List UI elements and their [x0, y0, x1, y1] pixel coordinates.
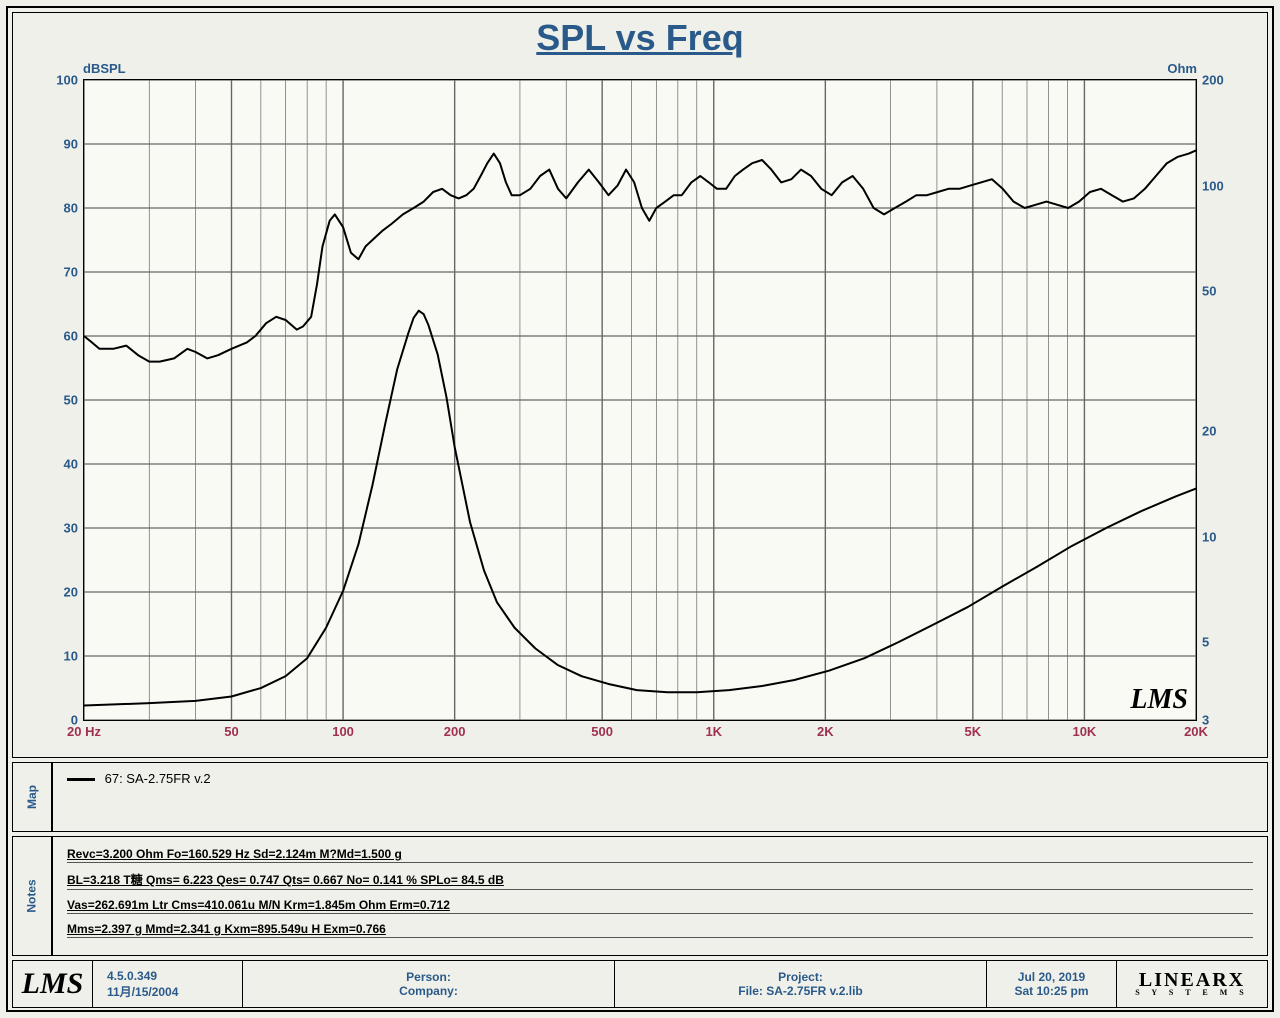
window-frame: SPL vs Freq dBSPL Ohm LMS 01020304050607… [6, 6, 1274, 1012]
notes-line: Revc=3.200 Ohm Fo=160.529 Hz Sd=2.124m M… [67, 847, 1253, 863]
axis-tick: 70 [64, 265, 78, 280]
y-left-axis-label: dBSPL [83, 61, 126, 76]
legend-panel: Map 67: SA-2.75FR v.2 [12, 762, 1268, 832]
axis-tick: 90 [64, 137, 78, 152]
plot-container: dBSPL Ohm LMS 01020304050607080901003510… [53, 61, 1227, 747]
legend-label: Map [25, 785, 39, 809]
legend-item-text: 67: SA-2.75FR v.2 [105, 771, 211, 786]
axis-tick: 80 [64, 201, 78, 216]
notes-line: Mms=2.397 g Mmd=2.341 g Kxm=895.549u H E… [67, 922, 1253, 938]
axis-tick: 50 [1202, 284, 1216, 299]
footer: LMS 4.5.0.349 11月/15/2004 Person: Compan… [12, 960, 1268, 1008]
footer-project-cell: Project: File: SA-2.75FR v.2.lib [615, 961, 987, 1007]
axis-tick: 100 [56, 73, 78, 88]
axis-tick: 2K [817, 724, 834, 739]
axis-tick: 10K [1072, 724, 1096, 739]
y-right-axis-label: Ohm [1167, 61, 1197, 76]
notes-panel: Notes Revc=3.200 Ohm Fo=160.529 Hz Sd=2.… [12, 836, 1268, 956]
axis-tick: 200 [1202, 73, 1224, 88]
linearx-sub: S Y S T E M S [1135, 989, 1248, 996]
axis-tick: 100 [1202, 178, 1224, 193]
axis-tick: 1K [705, 724, 722, 739]
axis-tick: 20 [64, 585, 78, 600]
footer-version-date: 11月/15/2004 [107, 983, 232, 1000]
chart-svg [84, 80, 1196, 720]
axis-tick: 20 Hz [67, 724, 101, 739]
plot-area: LMS 010203040506070809010035102050100200… [83, 79, 1197, 721]
notes-line: BL=3.218 T糖 Qms= 6.223 Qes= 0.747 Qts= 0… [67, 871, 1253, 890]
legend-swatch [67, 778, 95, 781]
notes-label-cell: Notes [13, 837, 53, 955]
footer-date: Jul 20, 2019 [997, 970, 1106, 984]
axis-tick: 10 [1202, 529, 1216, 544]
footer-version-cell: 4.5.0.349 11月/15/2004 [93, 961, 243, 1007]
footer-project-label: Project: [625, 970, 976, 984]
legend-label-cell: Map [13, 763, 53, 831]
footer-time: Sat 10:25 pm [997, 984, 1106, 998]
chart-title: SPL vs Freq [13, 13, 1267, 61]
axis-tick: 5 [1202, 635, 1209, 650]
axis-tick: 100 [332, 724, 354, 739]
axis-tick: 500 [591, 724, 613, 739]
footer-date-cell: Jul 20, 2019 Sat 10:25 pm [987, 961, 1117, 1007]
axis-tick: 20K [1184, 724, 1208, 739]
notes-label: Notes [25, 879, 39, 912]
axis-tick: 50 [64, 393, 78, 408]
notes-content: Revc=3.200 Ohm Fo=160.529 Hz Sd=2.124m M… [53, 837, 1267, 955]
footer-person-label: Person: [253, 970, 604, 984]
footer-person-cell: Person: Company: [243, 961, 615, 1007]
footer-company-label: Company: [253, 984, 604, 998]
axis-tick: 60 [64, 329, 78, 344]
axis-tick: 5K [965, 724, 982, 739]
footer-logo-linearx: LINEARX S Y S T E M S [1117, 961, 1267, 1007]
legend-content: 67: SA-2.75FR v.2 [53, 763, 1267, 831]
axis-tick: 40 [64, 457, 78, 472]
footer-version: 4.5.0.349 [107, 969, 232, 983]
axis-tick: 10 [64, 649, 78, 664]
lms-watermark: LMS [1130, 684, 1188, 716]
footer-file-label: File: SA-2.75FR v.2.lib [625, 984, 976, 998]
linearx-text: LINEARX [1139, 971, 1245, 989]
axis-tick: 200 [444, 724, 466, 739]
footer-logo-lms: LMS [13, 961, 93, 1007]
notes-line: Vas=262.691m Ltr Cms=410.061u M/N Krm=1.… [67, 898, 1253, 914]
axis-tick: 30 [64, 521, 78, 536]
chart-panel: SPL vs Freq dBSPL Ohm LMS 01020304050607… [12, 12, 1268, 758]
axis-tick: 20 [1202, 423, 1216, 438]
axis-tick: 50 [224, 724, 238, 739]
